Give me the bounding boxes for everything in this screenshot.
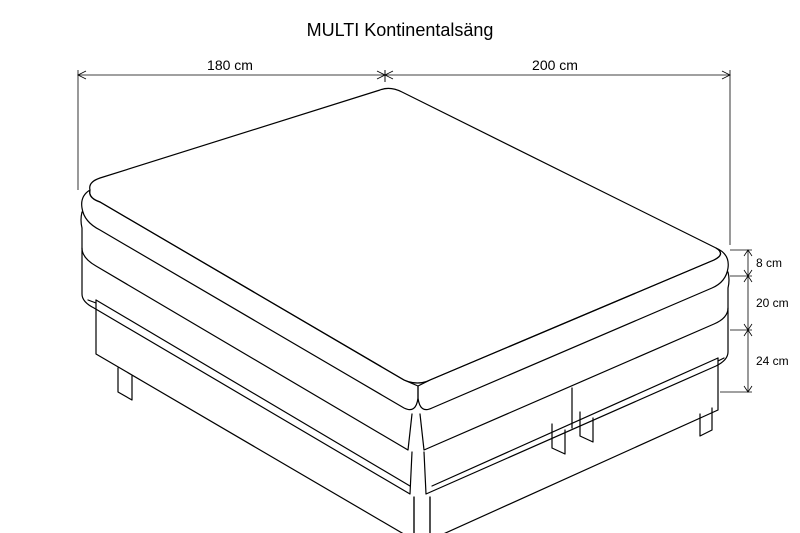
mattress-top-edge-right xyxy=(420,272,729,450)
bed-drawing xyxy=(81,88,729,533)
dimension-heights: 8 cm 20 cm 24 cm xyxy=(720,250,789,392)
base-left-face xyxy=(96,300,414,533)
mattress-bottom-right xyxy=(424,308,728,494)
depth-label: 200 cm xyxy=(532,57,578,73)
mattress-bottom-left xyxy=(82,248,412,494)
bed-diagram: 180 cm 200 cm xyxy=(0,0,800,533)
layer-base-label: 24 cm xyxy=(756,354,789,368)
dimension-depth: 200 cm xyxy=(385,57,730,245)
legs xyxy=(118,368,712,454)
layer-mid-label: 20 cm xyxy=(756,296,789,310)
width-label: 180 cm xyxy=(207,57,253,73)
layer-top-label: 8 cm xyxy=(756,256,782,270)
topper-top-face xyxy=(90,88,721,383)
